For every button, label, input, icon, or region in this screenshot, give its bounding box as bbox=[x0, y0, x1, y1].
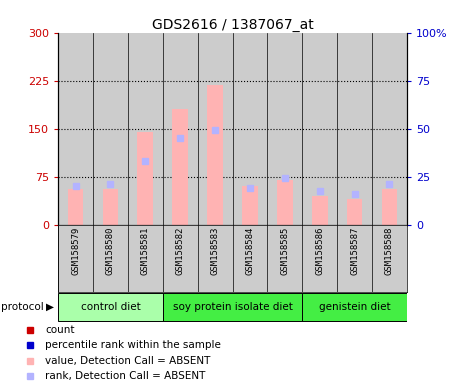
Bar bbox=[68, 189, 83, 225]
Bar bbox=[58, 33, 93, 225]
Text: soy protein isolate diet: soy protein isolate diet bbox=[173, 302, 292, 312]
Bar bbox=[138, 132, 153, 225]
Bar bbox=[163, 33, 198, 225]
Bar bbox=[173, 109, 188, 225]
Bar bbox=[198, 33, 232, 225]
Bar bbox=[242, 186, 258, 225]
Text: GSM158586: GSM158586 bbox=[315, 227, 324, 275]
Text: GSM158587: GSM158587 bbox=[350, 227, 359, 275]
Bar bbox=[337, 33, 372, 225]
Bar bbox=[267, 33, 302, 225]
Bar bbox=[103, 189, 118, 225]
Text: count: count bbox=[45, 325, 74, 335]
Bar bbox=[232, 33, 267, 225]
Text: control diet: control diet bbox=[80, 302, 140, 312]
Text: GSM158581: GSM158581 bbox=[141, 227, 150, 275]
Text: value, Detection Call = ABSENT: value, Detection Call = ABSENT bbox=[45, 356, 211, 366]
Text: GSM158579: GSM158579 bbox=[71, 227, 80, 275]
Bar bbox=[372, 33, 407, 225]
Text: genistein diet: genistein diet bbox=[319, 302, 391, 312]
Text: GSM158583: GSM158583 bbox=[211, 227, 219, 275]
Title: GDS2616 / 1387067_at: GDS2616 / 1387067_at bbox=[152, 18, 313, 31]
Text: GSM158588: GSM158588 bbox=[385, 227, 394, 275]
Text: ▶: ▶ bbox=[46, 302, 53, 312]
Text: protocol: protocol bbox=[1, 302, 44, 312]
Text: GSM158582: GSM158582 bbox=[176, 227, 185, 275]
Bar bbox=[312, 196, 327, 225]
Text: GSM158585: GSM158585 bbox=[280, 227, 289, 275]
Text: rank, Detection Call = ABSENT: rank, Detection Call = ABSENT bbox=[45, 371, 206, 381]
Bar bbox=[128, 33, 163, 225]
Bar bbox=[93, 33, 128, 225]
Text: GSM158584: GSM158584 bbox=[246, 227, 254, 275]
Bar bbox=[302, 293, 407, 321]
Text: GSM158580: GSM158580 bbox=[106, 227, 115, 275]
Bar bbox=[347, 199, 362, 225]
Text: percentile rank within the sample: percentile rank within the sample bbox=[45, 340, 221, 350]
Bar bbox=[58, 293, 163, 321]
Bar bbox=[163, 293, 302, 321]
Bar bbox=[277, 180, 292, 225]
Bar bbox=[382, 189, 397, 225]
Bar bbox=[207, 85, 223, 225]
Bar bbox=[302, 33, 337, 225]
